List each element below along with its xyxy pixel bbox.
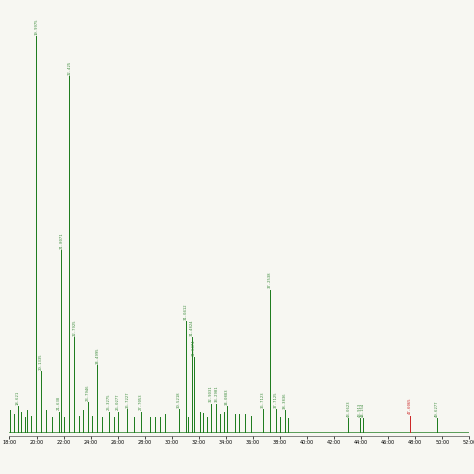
- Text: 21.8071: 21.8071: [59, 232, 64, 249]
- Text: 33.2901: 33.2901: [214, 386, 218, 402]
- Text: 37.2538: 37.2538: [268, 272, 272, 289]
- Text: 44.154: 44.154: [361, 403, 365, 417]
- Text: 43.0623: 43.0623: [346, 401, 350, 417]
- Text: 34.0883: 34.0883: [225, 389, 229, 405]
- Text: 43.913: 43.913: [358, 403, 362, 417]
- Text: 36.7123: 36.7123: [261, 392, 264, 408]
- Text: 22.425: 22.425: [67, 61, 71, 75]
- Text: 26.0277: 26.0277: [116, 394, 120, 410]
- Text: 32.9031: 32.9031: [209, 386, 213, 402]
- Text: 38.3836: 38.3836: [283, 392, 287, 409]
- Text: 21.638: 21.638: [57, 396, 61, 410]
- Text: 27.7053: 27.7053: [139, 394, 143, 410]
- Text: 25.3275: 25.3275: [107, 394, 110, 410]
- Text: 20.1335: 20.1335: [39, 353, 43, 370]
- Text: 47.6065: 47.6065: [408, 398, 412, 414]
- Text: 49.6277: 49.6277: [435, 401, 439, 417]
- Text: 31.4824: 31.4824: [190, 319, 194, 336]
- Text: 19.9975: 19.9975: [34, 18, 38, 35]
- Text: 18.621: 18.621: [16, 391, 20, 405]
- Text: 22.7925: 22.7925: [73, 319, 76, 336]
- Text: 30.5218: 30.5218: [177, 392, 181, 408]
- Text: 31.6474: 31.6474: [192, 339, 196, 356]
- Text: 31.0412: 31.0412: [184, 303, 188, 320]
- Text: 26.7227: 26.7227: [126, 392, 129, 408]
- Text: 24.4995: 24.4995: [95, 347, 100, 364]
- Text: 37.7125: 37.7125: [274, 392, 278, 408]
- Text: 23.7946: 23.7946: [86, 384, 90, 401]
